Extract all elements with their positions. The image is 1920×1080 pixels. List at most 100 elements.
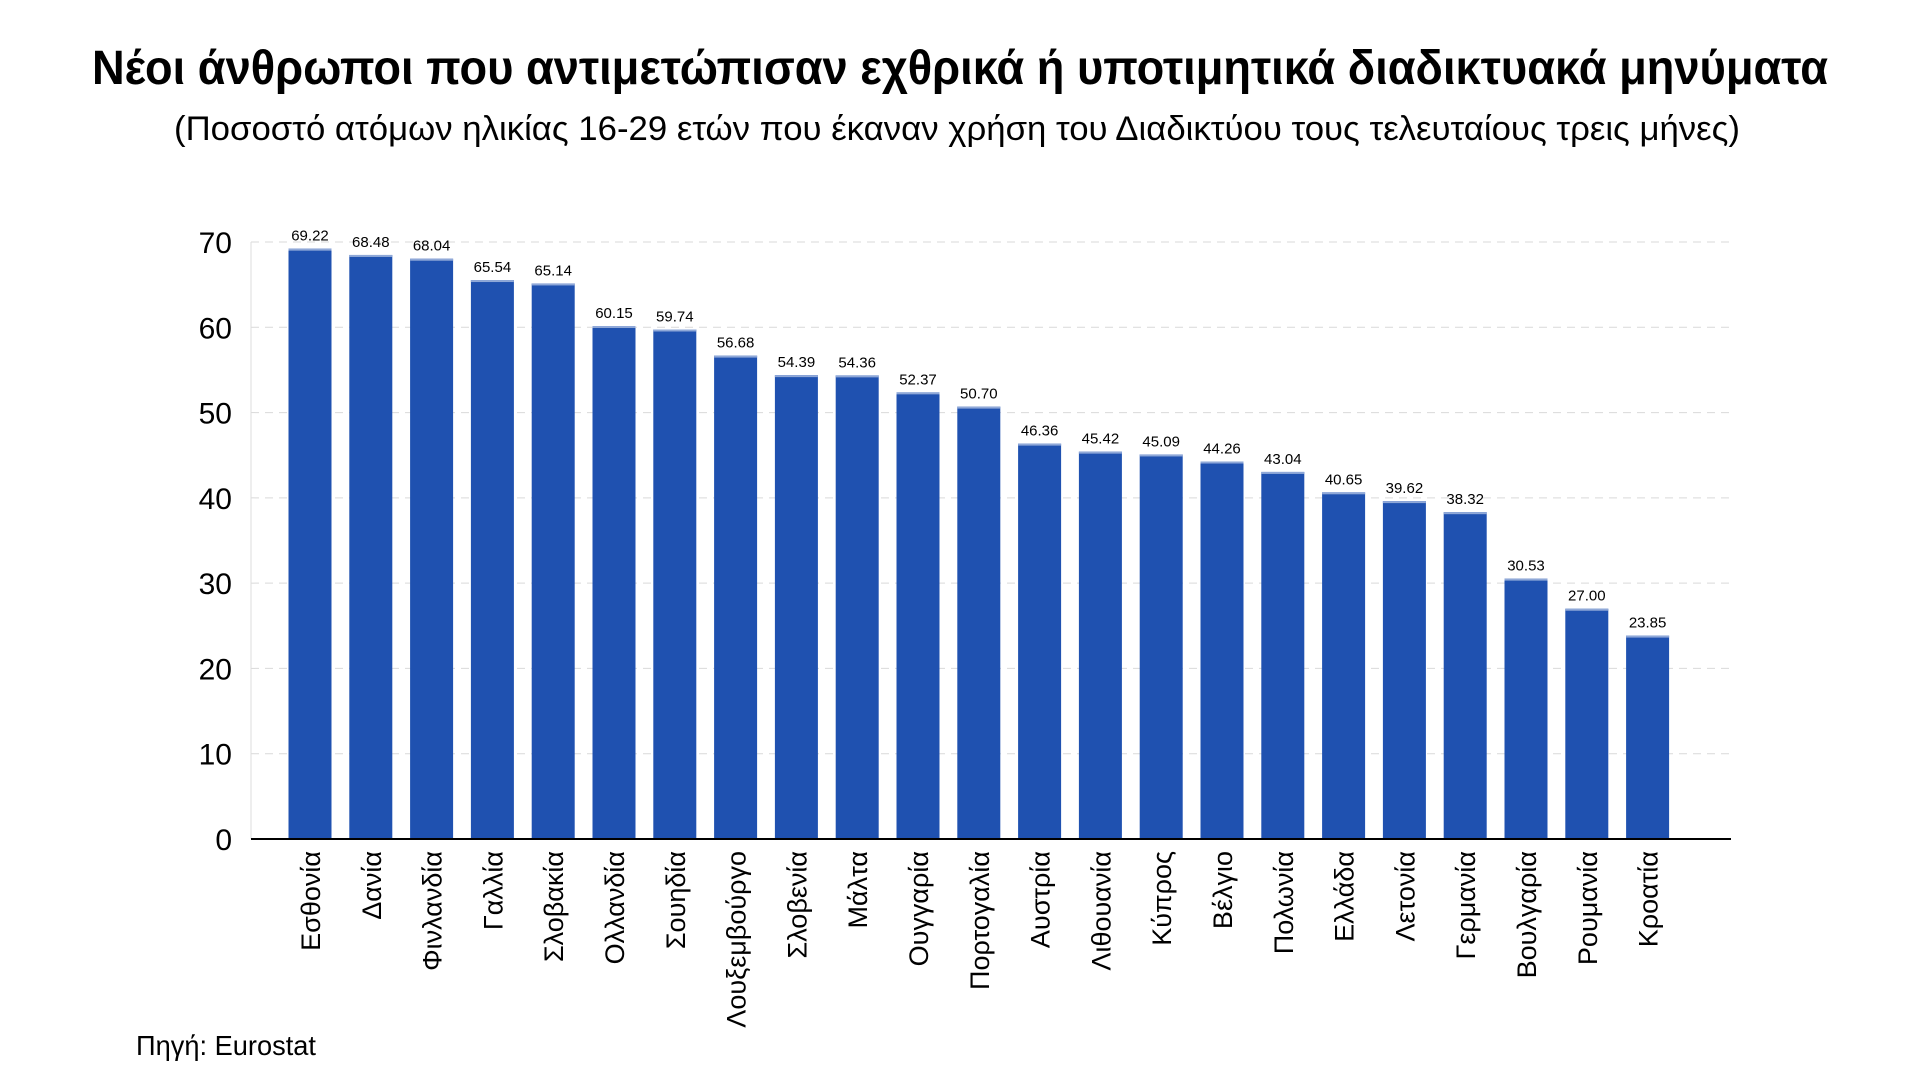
data-label: 68.48	[352, 234, 390, 251]
x-tick-label: Σλοβενία	[782, 851, 812, 958]
x-tick-label: Ουγγαρία	[904, 851, 934, 966]
bar	[714, 355, 758, 839]
y-tick-label: 20	[199, 653, 232, 686]
x-tick-label: Ρουμανία	[1573, 851, 1603, 965]
x-tick-label: Κύπρος	[1147, 851, 1177, 946]
x-tick-label: Λιθουανία	[1086, 851, 1116, 971]
x-tick-label: Γαλλία	[478, 851, 508, 930]
bar	[957, 406, 1001, 839]
bar-top-edge	[714, 355, 758, 358]
x-tick-label: Βέλγιο	[1208, 851, 1238, 929]
data-label: 45.09	[1142, 433, 1180, 450]
bar-top-edge	[896, 392, 940, 395]
bar	[653, 329, 697, 839]
y-tick-label: 50	[199, 398, 232, 431]
bar-top-edge	[1139, 454, 1183, 457]
data-label: 68.04	[413, 238, 451, 255]
bar	[1504, 578, 1548, 839]
x-tick-label: Πολωνία	[1269, 851, 1299, 954]
bar	[531, 283, 575, 839]
data-label: 54.36	[838, 354, 876, 371]
data-label: 44.26	[1203, 441, 1241, 458]
bar-top-edge	[592, 326, 636, 329]
x-tick-label: Σουηδία	[661, 851, 691, 949]
y-tick-label: 40	[199, 483, 232, 516]
bar	[1139, 454, 1183, 839]
data-label: 69.22	[291, 228, 329, 245]
bar	[349, 254, 393, 839]
bar-top-edge	[774, 375, 818, 378]
bar	[470, 280, 514, 839]
x-tick-label: Λετονία	[1390, 851, 1420, 941]
bar-top-edge	[531, 283, 575, 286]
y-tick-label: 10	[199, 739, 232, 772]
bar	[1261, 471, 1305, 839]
bar-top-edge	[1261, 471, 1305, 474]
chart-subtitle: (Ποσοστό ατόμων ηλικίας 16-29 ετών που έ…	[174, 110, 1740, 148]
data-label: 65.14	[534, 262, 572, 279]
bar-top-edge	[410, 258, 454, 261]
bar	[1382, 501, 1426, 839]
x-tick-label: Σλοβακία	[539, 851, 569, 962]
data-label: 27.00	[1568, 588, 1606, 605]
x-tick-label: Αυστρία	[1026, 851, 1056, 948]
data-label: 56.68	[717, 335, 755, 352]
bars: 69.22 Εσθονία 68.48 Δανία 68.04 Φινλανδία 65.5…	[288, 228, 1670, 1028]
x-tick-label: Δανία	[357, 851, 387, 920]
x-tick-label: Ελλάδα	[1330, 851, 1360, 942]
bar	[1322, 492, 1366, 839]
y-axis-ticks: 0 10 20 30 40 50 60 70	[199, 227, 232, 857]
y-tick-label: 70	[199, 227, 232, 260]
bar	[774, 375, 818, 839]
bar-top-edge	[1018, 443, 1062, 446]
bar	[896, 392, 940, 839]
x-tick-label: Κροατία	[1634, 851, 1664, 947]
data-label: 65.54	[474, 259, 512, 276]
data-label: 45.42	[1082, 431, 1120, 448]
data-label: 46.36	[1021, 423, 1059, 440]
bar	[1626, 635, 1670, 839]
chart-title: Νέοι άνθρωποι που αντιμετώπισαν εχθρικά …	[92, 42, 1828, 95]
data-label: 60.15	[595, 305, 633, 322]
bar-top-edge	[1443, 512, 1487, 515]
bar	[1200, 461, 1244, 839]
x-tick-label: Εσθονία	[296, 851, 326, 951]
bar-top-edge	[1200, 461, 1244, 464]
bar-top-edge	[1504, 578, 1548, 581]
data-label: 43.04	[1264, 451, 1302, 468]
bar	[1018, 443, 1062, 839]
y-tick-label: 30	[199, 568, 232, 601]
y-tick-label: 60	[199, 312, 232, 345]
bar-top-edge	[349, 254, 393, 257]
data-label: 39.62	[1386, 480, 1424, 497]
data-label: 38.32	[1446, 491, 1484, 508]
bar	[1565, 608, 1609, 839]
bar-top-edge	[1382, 501, 1426, 504]
bar-top-edge	[1565, 608, 1609, 611]
bar-top-edge	[1626, 635, 1670, 638]
x-tick-label: Βουλγαρία	[1512, 851, 1542, 978]
data-label: 30.53	[1507, 558, 1545, 575]
data-label: 23.85	[1629, 615, 1667, 632]
bar-top-edge	[470, 280, 514, 283]
x-tick-label: Γερμανία	[1451, 851, 1481, 960]
data-label: 54.39	[778, 354, 816, 371]
x-tick-label: Πορτογαλία	[965, 851, 995, 990]
y-tick-label: 0	[215, 824, 232, 857]
x-tick-label: Λουξεμβούργο	[722, 851, 752, 1028]
data-label: 59.74	[656, 309, 694, 326]
bar	[835, 375, 879, 839]
bar	[288, 248, 332, 839]
bar	[592, 326, 636, 839]
data-label: 40.65	[1325, 471, 1363, 488]
bar	[410, 258, 454, 839]
x-tick-label: Φινλανδία	[418, 851, 448, 971]
source-note: Πηγή: Eurostat	[136, 1030, 316, 1061]
data-label: 52.37	[899, 371, 937, 388]
bar-top-edge	[957, 406, 1001, 409]
x-tick-label: Ολλανδία	[600, 851, 630, 964]
bar-top-edge	[1078, 451, 1122, 454]
data-label: 50.70	[960, 386, 998, 403]
bar	[1078, 451, 1122, 839]
x-tick-label: Μάλτα	[843, 851, 873, 929]
